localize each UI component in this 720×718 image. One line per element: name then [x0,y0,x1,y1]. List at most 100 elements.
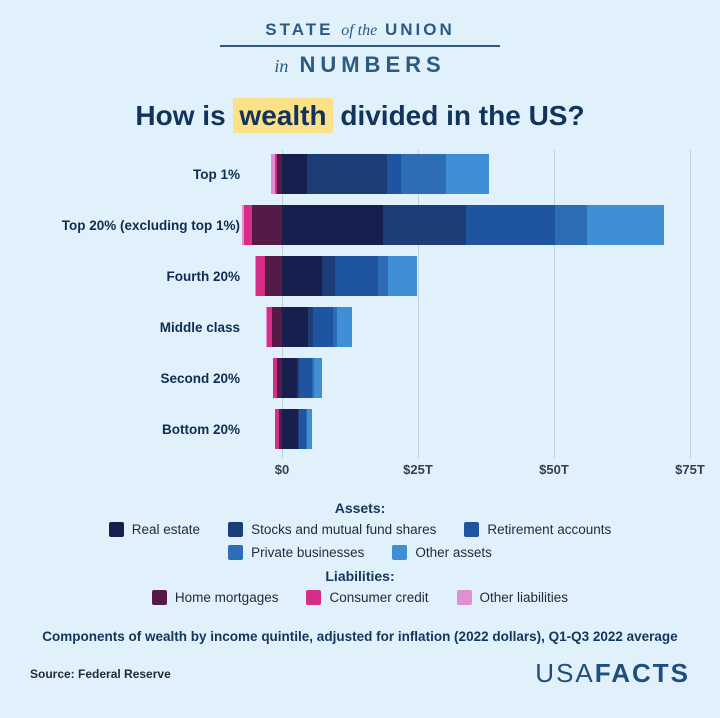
legend-label: Private businesses [251,545,365,560]
segment-private-businesses [401,154,447,194]
segment-private-businesses [312,358,314,398]
segment-other-liabilities [241,205,244,245]
legend-item-stocks: Stocks and mutual fund shares [228,522,436,537]
liabilities-bar [270,154,282,194]
row-label: Fourth 20% [166,268,240,284]
logo-divider-rule [220,45,500,47]
segment-real-estate [282,256,323,296]
logo-of-the: of the [341,22,378,39]
chart-row: Fourth 20% [0,256,720,296]
legend-item-other-liabilities: Other liabilities [456,590,569,605]
liabilities-bar [266,307,282,347]
row-label: Bottom 20% [161,421,240,437]
liabilities-bar [254,256,282,296]
x-tick-label: $75T [675,462,705,477]
legend-item-other-assets: Other assets [392,545,492,560]
legend-assets-heading: Assets: [334,500,386,516]
gridline-$25T [418,150,419,458]
legend-label: Home mortgages [174,590,279,605]
x-axis-ticks: $0 $25T $50T $75T [252,462,720,482]
segment-private-businesses [305,409,307,449]
segment-retirement [299,358,313,398]
legend: Assets: Real estate Stocks and mutual fu… [0,496,720,613]
footer: Source: Federal Reserve USAFACTS [0,658,720,689]
segment-retirement [335,256,379,296]
legend-label: Retirement accounts [487,522,612,537]
segment-consumer-credit [267,307,273,347]
segment-other-assets [336,307,353,347]
legend-label: Real estate [131,522,201,537]
segment-private-businesses [554,205,587,245]
legend-label: Other assets [415,545,492,560]
assets-bar [282,154,490,194]
legend-row-assets-1: Real estate Stocks and mutual fund share… [0,522,720,537]
gridline-$0 [282,150,283,458]
segment-private-businesses [333,307,337,347]
segment-consumer-credit [256,256,265,296]
bar-area [252,307,720,347]
segment-stocks [297,409,299,449]
row-label: Middle class [159,319,240,335]
segment-other-liabilities [274,409,276,449]
chart-row: Bottom 20% [0,409,720,449]
segment-retirement [298,409,306,449]
chart-row: Top 1% [0,154,720,194]
segment-other-assets [586,205,665,245]
row-label: Top 1% [193,166,240,182]
usafacts-logo: USAFACTS [535,658,690,689]
assets-bar [282,409,312,449]
chart-row: Middle class [0,307,720,347]
legend-label: Consumer credit [329,590,429,605]
liabilities-bar [241,205,282,245]
row-label: Top 20% (excluding top 1%) [61,217,240,233]
title-post: divided in the US? [332,100,585,131]
segment-home-mortgages [252,205,282,245]
gridlines [252,150,720,458]
chart-row: Top 20% (excluding top 1%) [0,205,720,245]
row-label: Second 20% [160,370,240,386]
bar-area [252,358,720,398]
title-highlight: wealth [233,98,333,133]
segment-home-mortgages [276,358,282,398]
stocks-swatch-icon [228,522,244,537]
chart-caption: Components of wealth by income quintile,… [42,629,678,644]
chart-row: Second 20% [0,358,720,398]
segment-other-assets [306,409,312,449]
other-liabilities-swatch-icon [456,590,472,605]
legend-label: Other liabilities [479,590,569,605]
segment-other-liabilities [254,256,257,296]
bar-area [252,256,720,296]
usafacts-logo-usa: USA [535,658,595,688]
usafacts-logo-facts: FACTS [594,658,690,688]
gridline-$75T [690,150,691,458]
segment-home-mortgages [272,307,282,347]
title-pre: How is [135,100,234,131]
segment-real-estate [282,205,384,245]
page-title: How is wealth divided in the US? [0,98,720,133]
source-note: Source: Federal Reserve [30,666,171,681]
segment-real-estate [282,154,308,194]
gridline-$50T [554,150,555,458]
legend-item-real-estate: Real estate [108,522,201,537]
x-tick-label: $50T [539,462,569,477]
segment-retirement [386,154,402,194]
segment-other-liabilities [270,154,275,194]
real-estate-swatch-icon [108,522,124,537]
legend-row-liabilities: Home mortgages Consumer credit Other lia… [0,590,720,605]
segment-other-assets [388,256,417,296]
legend-liabilities-heading: Liabilities: [325,568,395,584]
segment-home-mortgages [279,409,282,449]
segment-consumer-credit [274,154,277,194]
segment-other-assets [446,154,490,194]
legend-label: Stocks and mutual fund shares [251,522,437,537]
x-tick-label: $0 [274,462,290,477]
wealth-stacked-bar-chart: Top 1% Top 20% (excluding top 1%) Fourth 2… [0,150,720,482]
logo-numbers: NUMBERS [299,52,446,77]
segment-real-estate [282,409,298,449]
segment-consumer-credit [273,358,277,398]
bar-area [241,205,720,245]
segment-consumer-credit [243,205,253,245]
segment-other-assets [313,358,322,398]
segment-other-liabilities [272,358,274,398]
